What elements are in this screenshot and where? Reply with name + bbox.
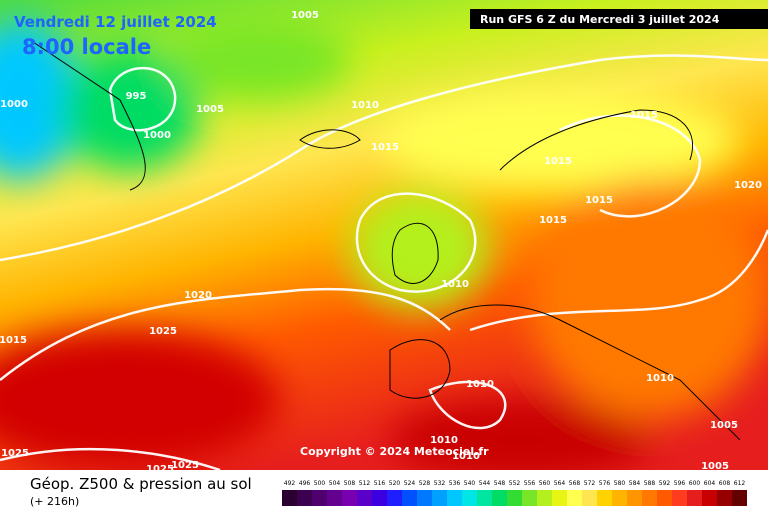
isobar-labels: 1005 1000 995 1005 1000 1010 1015 1015 1015 1015 1… <box>0 10 762 475</box>
colorbar-label: 592 <box>659 480 671 487</box>
colorbar-swatch <box>732 490 747 506</box>
isobar-label: 1020 <box>734 180 762 191</box>
colorbar-label: 524 <box>404 480 416 487</box>
colorbar-swatch <box>717 490 732 506</box>
colorbar-label: 600 <box>689 480 701 487</box>
isobar-label: 1010 <box>351 100 379 111</box>
isobar-label: 1015 <box>585 195 613 206</box>
colorbar-swatch <box>417 490 432 506</box>
colorbar-label: 596 <box>674 480 686 487</box>
colorbar-label: 544 <box>479 480 491 487</box>
forecast-date: Vendredi 12 juillet 2024 <box>14 13 217 31</box>
colorbar-label: 500 <box>314 480 326 487</box>
colorbar-label: 532 <box>434 480 446 487</box>
isobar-label: 1005 <box>196 104 224 115</box>
isobar-label: 1000 <box>0 99 28 110</box>
isobar-label: 1025 <box>149 326 177 337</box>
isobar-label: 1015 <box>544 156 572 167</box>
run-box <box>470 9 768 29</box>
copyright: Copyright © 2024 Meteociel.fr <box>300 445 489 458</box>
colorbar-swatch <box>477 490 492 506</box>
colorbar-swatch <box>372 490 387 506</box>
colorbar-swatch <box>507 490 522 506</box>
forecast-time: 8:00 locale <box>22 35 151 59</box>
colorbar-label: 504 <box>329 480 341 487</box>
colorbar-swatch <box>402 490 417 506</box>
isobar-label: 1005 <box>710 420 738 431</box>
colorbar-swatch <box>642 490 657 506</box>
colorbar-label: 512 <box>359 480 371 487</box>
colorbar-swatch <box>447 490 462 506</box>
isobar-label: 1025 <box>171 460 199 471</box>
colorbar-swatch <box>657 490 672 506</box>
isobar-label: 1015 <box>539 215 567 226</box>
isobar-label: 1025 <box>1 448 29 459</box>
colorbar-swatch <box>552 490 567 506</box>
colorbar-swatch <box>582 490 597 506</box>
footer-title: Géop. Z500 & pression au sol <box>30 475 252 493</box>
colorbar-swatch <box>387 490 402 506</box>
isobar-label: 1010 <box>466 379 494 390</box>
colorbar-label: 520 <box>389 480 401 487</box>
colorbar-label: 528 <box>419 480 431 487</box>
colorbar-label: 556 <box>524 480 536 487</box>
colorbar-swatch <box>462 490 477 506</box>
colorbar-swatch <box>612 490 627 506</box>
isobar-label: 1010 <box>646 373 674 384</box>
map-field <box>0 0 768 480</box>
colorbar-label: 492 <box>284 480 296 487</box>
colorbar-label: 576 <box>599 480 611 487</box>
colorbar-label: 548 <box>494 480 506 487</box>
colorbar-label: 572 <box>584 480 596 487</box>
colorbar-swatch <box>492 490 507 506</box>
colorbar-label: 564 <box>554 480 566 487</box>
isobar-label: 1015 <box>630 110 658 121</box>
colorbar-swatch <box>567 490 582 506</box>
colorbar-swatch <box>282 490 297 506</box>
colorbar-swatch <box>672 490 687 506</box>
colorbar: 492 496 500 504 508 512 516 520 524 528 532 536 540 5… <box>282 480 747 506</box>
colorbar-label: 568 <box>569 480 581 487</box>
colorbar-swatch <box>342 490 357 506</box>
colorbar-swatch <box>432 490 447 506</box>
colorbar-swatch <box>597 490 612 506</box>
colorbar-swatch <box>312 490 327 506</box>
isobar-label: 1010 <box>430 435 458 446</box>
colorbar-swatch <box>297 490 312 506</box>
colorbar-swatch <box>522 490 537 506</box>
isobar-label: 1025 <box>146 464 174 475</box>
run-info: Run GFS 6 Z du Mercredi 3 juillet 2024 <box>480 13 720 26</box>
colorbar-label: 516 <box>374 480 386 487</box>
colorbar-label: 584 <box>629 480 641 487</box>
colorbar-label: 536 <box>449 480 461 487</box>
footer-subtitle: (+ 216h) <box>30 495 79 508</box>
colorbar-label: 508 <box>344 480 356 487</box>
isobar-label: 1000 <box>143 130 171 141</box>
isobar-label: 1020 <box>184 290 212 301</box>
isobar-label: 995 <box>126 91 147 102</box>
colorbar-label: 560 <box>539 480 551 487</box>
isobar-label: 1015 <box>371 142 399 153</box>
colorbar-swatch <box>327 490 342 506</box>
colorbar-label: 552 <box>509 480 521 487</box>
colorbar-label: 604 <box>704 480 716 487</box>
isobar-label: 1015 <box>0 335 27 346</box>
colorbar-swatch <box>627 490 642 506</box>
colorbar-label: 580 <box>614 480 626 487</box>
colorbar-label: 608 <box>719 480 731 487</box>
colorbar-label: 588 <box>644 480 656 487</box>
colorbar-swatch <box>702 490 717 506</box>
isobar-label: 1005 <box>701 461 729 472</box>
isobar-label: 1005 <box>291 10 319 21</box>
colorbar-swatch <box>357 490 372 506</box>
colorbar-label: 612 <box>734 480 746 487</box>
colorbar-swatch <box>687 490 702 506</box>
isobar-label: 1010 <box>452 451 480 462</box>
colorbar-label: 496 <box>299 480 311 487</box>
colorbar-label: 540 <box>464 480 476 487</box>
isobar-label: 1010 <box>441 279 469 290</box>
colorbar-swatch <box>537 490 552 506</box>
